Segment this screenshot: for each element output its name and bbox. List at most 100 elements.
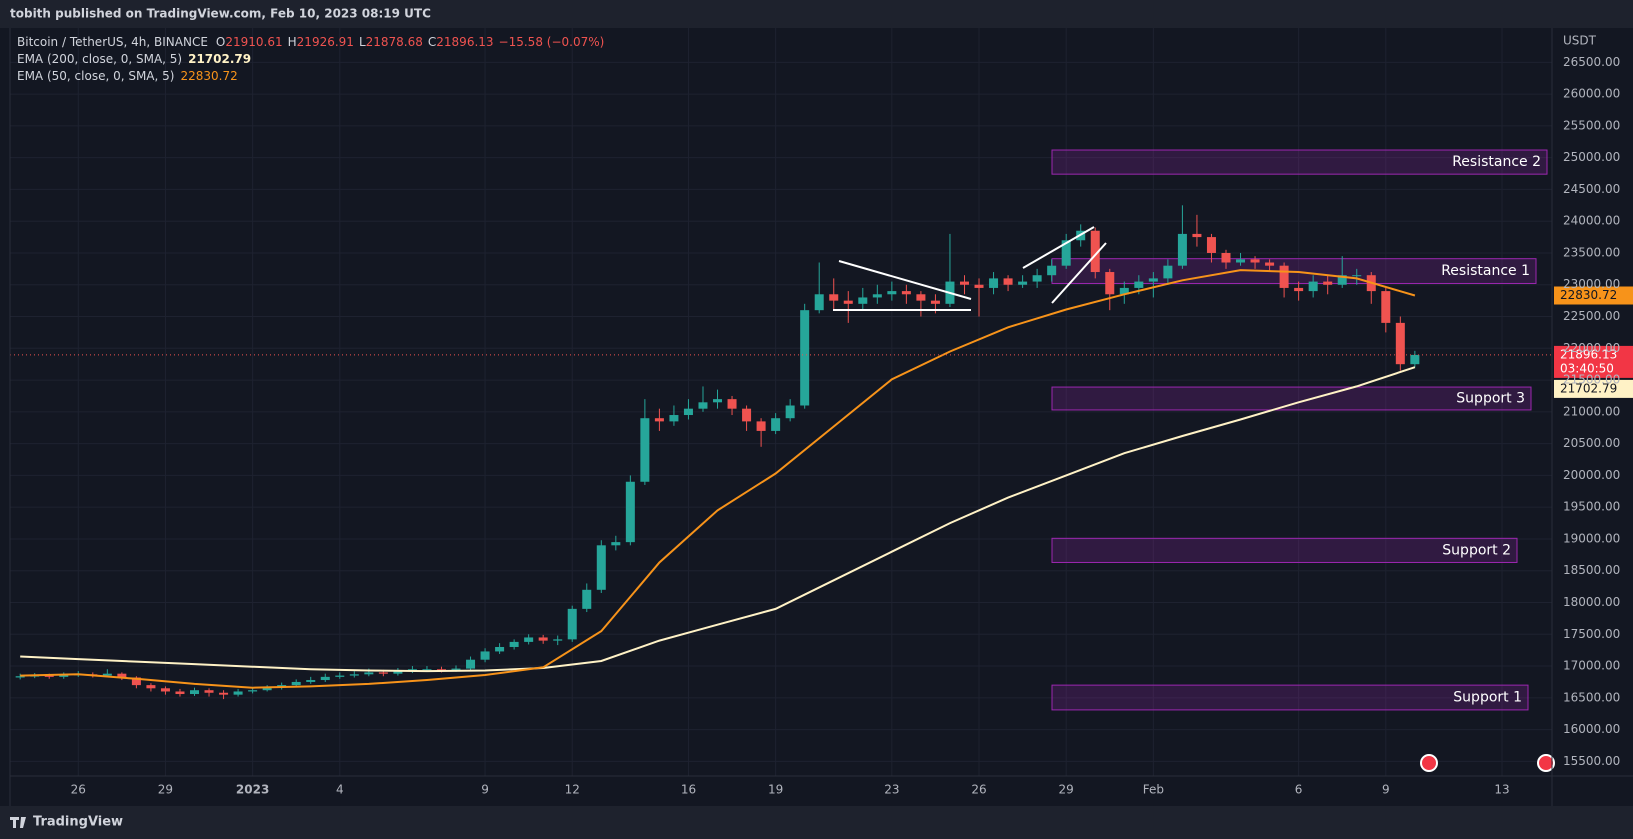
zone (1051, 386, 1532, 411)
candle-body (1163, 265, 1173, 279)
y-tick-label: 22000.00 (1563, 341, 1620, 355)
candle-body (582, 589, 592, 609)
candle-body (1265, 262, 1275, 266)
ema-legend: EMA (50, close, 0, SMA, 5) 22830.72 (17, 69, 238, 83)
candle-body (814, 294, 824, 311)
grid (10, 28, 1552, 776)
y-tick-label: 19000.00 (1563, 531, 1620, 545)
y-tick-label: 21000.00 (1563, 404, 1620, 418)
candle-body (233, 691, 243, 695)
candle-body (1032, 275, 1042, 282)
candle-body (683, 408, 693, 416)
candle-body (524, 637, 534, 642)
zone-label: Support 3 (1456, 391, 1525, 407)
candle-body (219, 692, 229, 695)
ema-line (20, 366, 1416, 673)
candle-body (320, 676, 330, 681)
candle-body (727, 399, 737, 409)
x-tick-label: Feb (1143, 783, 1164, 797)
y-tick-label: 20500.00 (1563, 436, 1620, 450)
x-tick-label: 29 (158, 783, 173, 797)
candle-body (466, 659, 476, 669)
y-tick-label: 15500.00 (1563, 754, 1620, 768)
candle-body (1395, 322, 1405, 365)
x-tick-label: 26 (71, 783, 86, 797)
candle-body (901, 291, 911, 295)
candle-body (436, 669, 446, 671)
candle-body (175, 691, 185, 695)
x-tick-label: 9 (1382, 783, 1390, 797)
y-axis-label: USDT (1563, 34, 1597, 48)
candle-body (916, 294, 926, 301)
trend-line (838, 260, 972, 300)
y-tick-label: 23000.00 (1563, 277, 1620, 291)
legend-text: 21896.13 (436, 35, 493, 49)
candle-body (1352, 275, 1362, 277)
price-tag (1554, 345, 1633, 378)
y-tick-label: 23500.00 (1563, 245, 1620, 259)
candle-body (1323, 281, 1333, 285)
y-tick-label: 19500.00 (1563, 500, 1620, 514)
zones: Resistance 2 Resistance 1 Support 3 Support… (1051, 149, 1548, 711)
y-tick-label: 16500.00 (1563, 690, 1620, 704)
candle-body (393, 671, 403, 674)
x-tick-label: 29 (1059, 783, 1074, 797)
ema-legend: EMA (200, close, 0, SMA, 5) 21702.79 (17, 52, 251, 66)
candle-body (117, 673, 127, 678)
candle-body (1250, 259, 1260, 263)
legend-text: L (359, 35, 366, 49)
candle-body (480, 651, 490, 660)
zone-label: Resistance 1 (1441, 263, 1530, 279)
ema-line (20, 269, 1416, 689)
legend-text: Bitcoin / TetherUS, 4h, BINANCE (17, 35, 208, 49)
candle-body (887, 291, 897, 295)
candle-body (625, 481, 635, 543)
zone-label: Resistance 2 (1452, 154, 1541, 170)
price-tag-text: 21702.79 (1560, 381, 1617, 395)
ema-name: EMA (50, close, 0, SMA, 5) (17, 69, 174, 83)
candle-body (1221, 252, 1231, 263)
candle-body (640, 418, 650, 482)
candle-body (698, 402, 708, 409)
price-tag-text: 21896.13 (1560, 347, 1617, 361)
footer-bar (0, 806, 1633, 839)
header-bar (0, 0, 1633, 28)
candle-body (785, 405, 795, 419)
x-tick-label: 6 (1295, 783, 1303, 797)
legend-text: −15.58 (−0.07%) (499, 35, 605, 49)
event-icon[interactable] (1537, 754, 1555, 772)
zone-label: Support 1 (1453, 690, 1522, 706)
y-tick-label: 18500.00 (1563, 563, 1620, 577)
candle-body (131, 677, 141, 686)
candle-body (1177, 233, 1187, 266)
candle-body (654, 418, 664, 422)
x-tick-label: 12 (565, 783, 580, 797)
legend-text: 21878.68 (366, 35, 423, 49)
price-tag (1554, 379, 1633, 398)
trend-line (1051, 242, 1107, 304)
candle-body (422, 669, 432, 671)
candle-body (44, 675, 54, 677)
candle-body (335, 675, 345, 677)
candle-body (713, 399, 723, 403)
candle-body (190, 690, 200, 695)
candle-body (872, 294, 882, 298)
candle-body (1206, 237, 1216, 253)
legend-text: O (216, 35, 225, 49)
ema-name: EMA (200, close, 0, SMA, 5) (17, 52, 182, 66)
candle-body (1337, 275, 1347, 285)
event-icon[interactable] (1420, 754, 1438, 772)
candle-body (756, 421, 766, 431)
y-tick-label: 22500.00 (1563, 309, 1620, 323)
candle-body (1003, 278, 1013, 285)
candle-body (59, 674, 69, 677)
candle-body (771, 418, 781, 431)
legend-text: 21910.61 (225, 35, 282, 49)
candle-body (1381, 291, 1391, 323)
candle-body (930, 300, 940, 304)
candle-body (538, 637, 548, 641)
price-tag (1554, 286, 1633, 305)
candle-body (1061, 240, 1071, 266)
